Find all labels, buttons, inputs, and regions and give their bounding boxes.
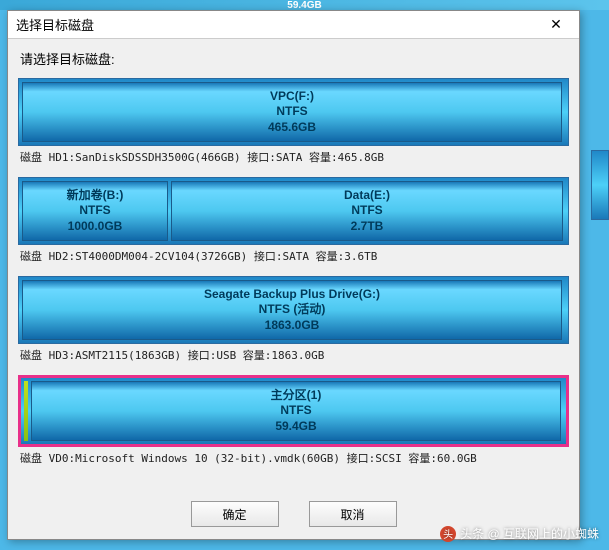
- dialog-title: 选择目标磁盘: [16, 15, 541, 34]
- disk-bar[interactable]: Seagate Backup Plus Drive(G:)NTFS (活动)18…: [18, 276, 569, 344]
- watermark-icon: 头: [440, 526, 456, 542]
- close-button[interactable]: ✕: [541, 14, 571, 36]
- disk-bar[interactable]: 新加卷(B:)NTFS1000.0GBData(E:)NTFS2.7TB: [18, 177, 569, 245]
- watermark: 头 头条 @ 互联网上的小蜘蛛: [440, 525, 599, 542]
- partition-size: 1863.0GB: [265, 318, 320, 334]
- disk-section: 主分区(1)NTFS59.4GB 磁盘 VD0:Microsoft Windows…: [18, 375, 569, 474]
- disk-section: VPC(F:)NTFS465.6GB 磁盘 HD1:SanDiskSDSSDH35…: [18, 78, 569, 173]
- partition-system-reserved[interactable]: [24, 381, 28, 441]
- background-header: 59.4GB: [0, 0, 609, 10]
- partition-name: 主分区(1): [271, 388, 322, 404]
- partition[interactable]: VPC(F:)NTFS465.6GB: [22, 82, 562, 142]
- partition[interactable]: Data(E:)NTFS2.7TB: [171, 181, 563, 241]
- partition-name: 新加卷(B:): [67, 188, 124, 204]
- partition-size: 2.7TB: [351, 219, 384, 235]
- background-size-label: 59.4GB: [287, 0, 321, 11]
- partition-name: Data(E:): [344, 188, 390, 204]
- partition-fs: NTFS: [79, 203, 110, 219]
- partition-name: Seagate Backup Plus Drive(G:): [204, 287, 380, 303]
- partition-fs: NTFS: [351, 203, 382, 219]
- partition-fs: NTFS: [280, 403, 311, 419]
- disk-info-label: 磁盘 HD2:ST4000DM004-2CV104(3726GB) 接口:SAT…: [18, 245, 569, 272]
- disk-section: Seagate Backup Plus Drive(G:)NTFS (活动)18…: [18, 276, 569, 371]
- disk-section: 新加卷(B:)NTFS1000.0GBData(E:)NTFS2.7TB磁盘 H…: [18, 177, 569, 272]
- partition[interactable]: Seagate Backup Plus Drive(G:)NTFS (活动)18…: [22, 280, 562, 340]
- background-peek: [591, 150, 609, 220]
- cancel-button[interactable]: 取消: [309, 501, 397, 527]
- prompt-label: 请选择目标磁盘:: [8, 39, 579, 74]
- disk-info-label: 磁盘 VD0:Microsoft Windows 10 (32-bit).vmd…: [18, 447, 569, 474]
- partition[interactable]: 新加卷(B:)NTFS1000.0GB: [22, 181, 168, 241]
- watermark-text: 头条 @ 互联网上的小蜘蛛: [460, 525, 599, 542]
- disk-bar[interactable]: 主分区(1)NTFS59.4GB: [18, 375, 569, 447]
- ok-button[interactable]: 确定: [191, 501, 279, 527]
- partition-size: 1000.0GB: [68, 219, 123, 235]
- partition-size: 465.6GB: [268, 120, 316, 136]
- partition-size: 59.4GB: [275, 419, 316, 435]
- disk-info-label: 磁盘 HD1:SanDiskSDSSDH3500G(466GB) 接口:SATA…: [18, 146, 569, 173]
- titlebar: 选择目标磁盘 ✕: [8, 11, 579, 39]
- partition-fs: NTFS (活动): [259, 302, 326, 318]
- disk-info-label: 磁盘 HD3:ASMT2115(1863GB) 接口:USB 容量:1863.0…: [18, 344, 569, 371]
- partition[interactable]: 主分区(1)NTFS59.4GB: [31, 381, 561, 441]
- partition-name: VPC(F:): [270, 89, 314, 105]
- select-disk-dialog: 选择目标磁盘 ✕ 请选择目标磁盘: VPC(F:)NTFS465.6GB磁盘 H…: [7, 10, 580, 540]
- disk-bar[interactable]: VPC(F:)NTFS465.6GB: [18, 78, 569, 146]
- partition-fs: NTFS: [276, 104, 307, 120]
- button-row: 确定 取消: [8, 501, 579, 527]
